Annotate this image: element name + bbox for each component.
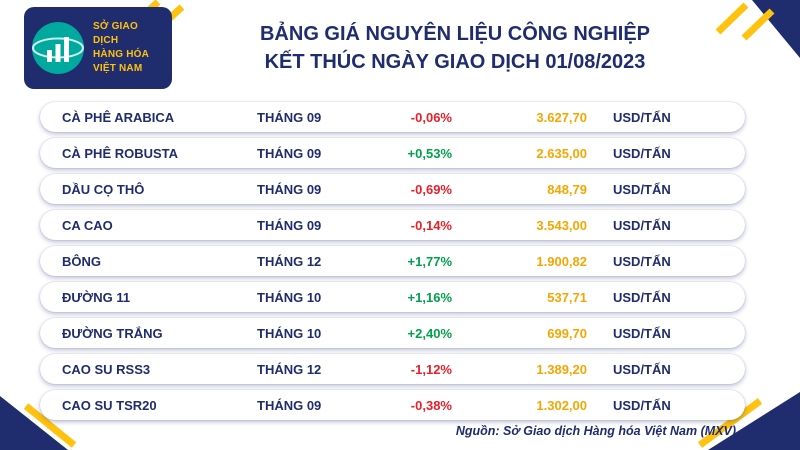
price-unit: USD/TẤN (613, 217, 671, 233)
contract-month: THÁNG 12 (257, 361, 322, 377)
page-title: BẢNG GIÁ NGUYÊN LIỆU CÔNG NGHIỆP KẾT THÚ… (180, 20, 730, 76)
price-value: 1.900,82 (536, 253, 587, 269)
percent-change: -1,12% (410, 361, 452, 377)
price-value: 848,79 (547, 181, 587, 197)
percent-change: +1,16% (407, 289, 452, 305)
price-unit: USD/TẤN (613, 253, 671, 269)
commodity-name: BÔNG (62, 253, 101, 269)
table-row: DẦU CỌ THÔ THÁNG 09 -0,69% 848,79 USD/TẤ… (40, 174, 745, 204)
price-table: CÀ PHÊ ARABICA THÁNG 09 -0,06% 3.627,70 … (40, 102, 745, 426)
percent-change: +2,40% (407, 325, 452, 341)
price-unit: USD/TẤN (613, 145, 671, 161)
price-unit: USD/TẤN (613, 289, 671, 305)
mxv-logo-icon (30, 20, 86, 76)
logo-text-line2: HÀNG HÓA (93, 49, 150, 60)
price-unit: USD/TẤN (613, 361, 671, 377)
contract-month: THÁNG 12 (257, 253, 322, 269)
table-row: CÀ PHÊ ROBUSTA THÁNG 09 +0,53% 2.635,00 … (40, 138, 745, 168)
commodity-name: CÀ PHÊ ROBUSTA (62, 145, 179, 161)
percent-change: +0,53% (407, 145, 452, 161)
price-unit: USD/TẤN (613, 109, 671, 125)
contract-month: THÁNG 09 (257, 397, 322, 413)
percent-change: -0,38% (410, 397, 452, 413)
price-value: 1.302,00 (536, 397, 587, 413)
commodity-name: ĐƯỜNG TRẮNG (62, 325, 163, 341)
source-credit: Nguồn: Sở Giao dịch Hàng hóa Việt Nam (M… (455, 424, 736, 438)
table-row: BÔNG THÁNG 12 +1,77% 1.900,82 USD/TẤN (40, 246, 745, 276)
contract-month: THÁNG 09 (257, 181, 322, 197)
table-row: CÀ PHÊ ARABICA THÁNG 09 -0,06% 3.627,70 … (40, 102, 745, 132)
commodity-name: CÀ PHÊ ARABICA (62, 109, 175, 125)
commodity-name: CA CAO (62, 217, 113, 233)
commodity-name: ĐƯỜNG 11 (62, 289, 131, 305)
contract-month: THÁNG 10 (257, 325, 322, 341)
price-value: 699,70 (547, 325, 587, 341)
table-row: CAO SU RSS3 THÁNG 12 -1,12% 1.389,20 USD… (40, 354, 745, 384)
page-title-line2: KẾT THÚC NGÀY GIAO DỊCH 01/08/2023 (264, 51, 646, 73)
price-value: 3.627,70 (536, 109, 587, 125)
table-row: CA CAO THÁNG 09 -0,14% 3.543,00 USD/TẤN (40, 210, 745, 240)
price-value: 3.543,00 (536, 217, 587, 233)
logo-text-line1: SỞ GIAO DỊCH (93, 21, 138, 46)
contract-month: THÁNG 09 (257, 145, 322, 161)
price-unit: USD/TẤN (613, 397, 671, 413)
table-row: ĐƯỜNG 11 THÁNG 10 +1,16% 537,71 USD/TẤN (40, 282, 745, 312)
price-value: 537,71 (547, 289, 587, 305)
price-value: 2.635,00 (536, 145, 587, 161)
price-unit: USD/TẤN (613, 181, 671, 197)
logo-text: SỞ GIAO DỊCH HÀNG HÓA VIỆT NAM (93, 20, 166, 76)
percent-change: -0,14% (410, 217, 452, 233)
table-row: ĐƯỜNG TRẮNG THÁNG 10 +2,40% 699,70 USD/T… (40, 318, 745, 348)
table-row: CAO SU TSR20 THÁNG 09 -0,38% 1.302,00 US… (40, 390, 745, 420)
mxv-logo-panel: SỞ GIAO DỊCH HÀNG HÓA VIỆT NAM (24, 7, 172, 89)
contract-month: THÁNG 09 (257, 217, 322, 233)
page-title-line1: BẢNG GIÁ NGUYÊN LIỆU CÔNG NGHIỆP (259, 23, 651, 45)
contract-month: THÁNG 10 (257, 289, 322, 305)
contract-month: THÁNG 09 (257, 109, 322, 125)
price-value: 1.389,20 (536, 361, 587, 377)
percent-change: -0,69% (410, 181, 452, 197)
price-unit: USD/TẤN (613, 325, 671, 341)
percent-change: -0,06% (410, 109, 452, 125)
logo-text-line3: VIỆT NAM (93, 63, 143, 74)
commodity-name: DẦU CỌ THÔ (62, 181, 145, 197)
percent-change: +1,77% (407, 253, 452, 269)
commodity-name: CAO SU RSS3 (62, 361, 151, 377)
commodity-name: CAO SU TSR20 (62, 397, 157, 413)
